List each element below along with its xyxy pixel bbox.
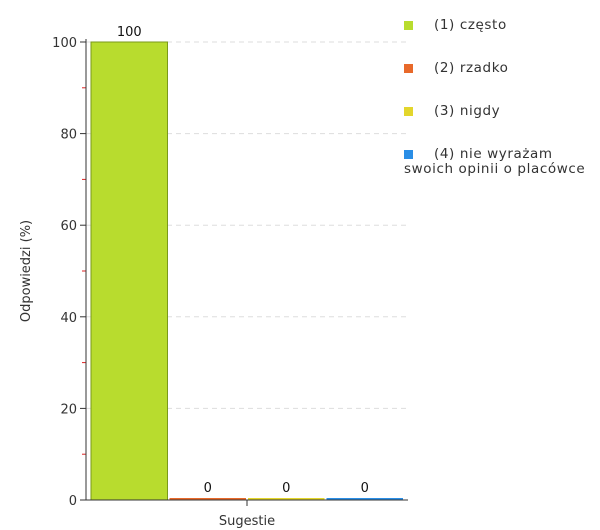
- legend-swatch-1: [404, 21, 413, 30]
- legend-label-1: (1) często: [434, 17, 507, 33]
- legend: (1) często (2) rzadko (3) nigdy (4) nie …: [404, 18, 600, 177]
- y-tick-label-60: 60: [60, 219, 77, 234]
- legend-swatch-2: [404, 64, 413, 73]
- bar-series-1: [90, 41, 168, 501]
- legend-item-1: (1) często: [404, 18, 600, 33]
- x-axis-title: Sugestie: [219, 514, 275, 529]
- y-tick-label-100: 100: [52, 36, 77, 51]
- bar-series-2: [169, 498, 246, 500]
- y-tick-label-80: 80: [60, 128, 77, 143]
- y-tick-label-40: 40: [60, 311, 77, 326]
- legend-item-4: (4) nie wyrażam swoich opinii o placówce: [404, 147, 600, 177]
- data-label-3: 0: [282, 481, 290, 496]
- data-label-1: 100: [117, 25, 142, 40]
- bar-series-4: [326, 498, 403, 500]
- legend-label-4: (4) nie wyrażam swoich opinii o placówce: [404, 146, 586, 177]
- bars: [90, 41, 403, 501]
- legend-item-3: (3) nigdy: [404, 104, 600, 119]
- data-label-2: 0: [204, 481, 212, 496]
- bar-series-3: [248, 498, 325, 500]
- y-tick-label-0: 0: [69, 494, 77, 509]
- legend-label-2: (2) rzadko: [434, 60, 509, 76]
- legend-swatch-3: [404, 107, 413, 116]
- legend-swatch-4: [404, 150, 413, 159]
- y-tick-label-20: 20: [60, 402, 77, 417]
- legend-label-3: (3) nigdy: [434, 103, 501, 119]
- legend-item-2: (2) rzadko: [404, 61, 600, 76]
- y-axis-title: Odpowiedzi (%): [19, 220, 34, 322]
- tick-labels: 0 20 40 60 80 100 100 0 0 0: [52, 25, 369, 509]
- axes: [80, 39, 408, 506]
- data-label-4: 0: [361, 481, 369, 496]
